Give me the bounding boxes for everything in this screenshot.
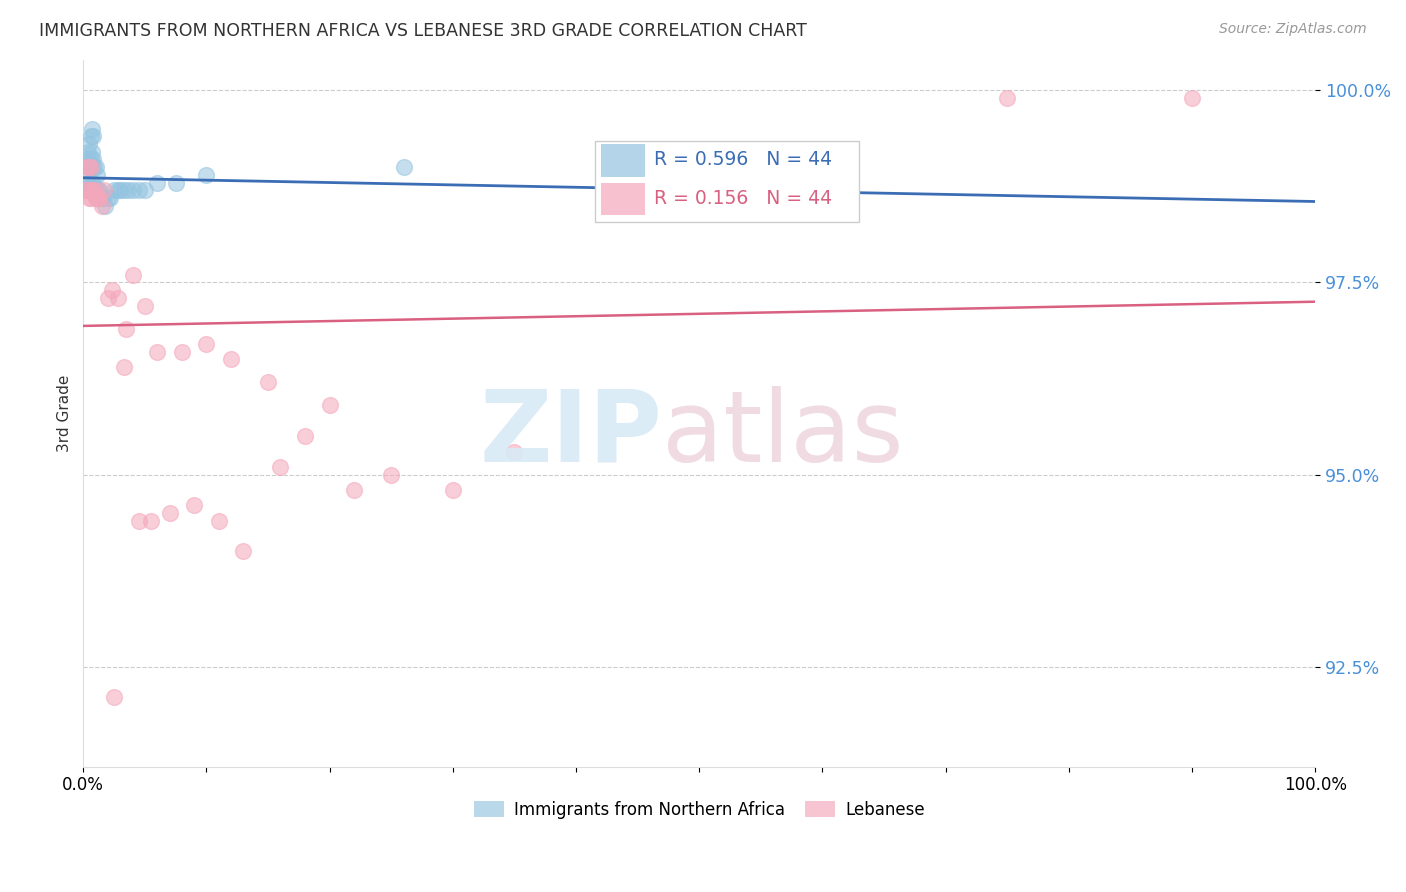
Point: [232, 544, 254, 558]
Point: [294, 429, 316, 443]
Point: [80, 145, 103, 159]
Point: [86, 168, 108, 182]
Point: [343, 483, 366, 497]
Point: [80, 160, 103, 174]
Point: [87, 183, 110, 197]
Point: [79, 191, 101, 205]
Point: [146, 344, 169, 359]
Point: [121, 268, 143, 282]
Point: [79, 160, 101, 174]
FancyBboxPatch shape: [600, 145, 645, 177]
Point: [103, 690, 125, 705]
Point: [83, 160, 105, 174]
Point: [79, 183, 101, 197]
Point: [208, 514, 231, 528]
Point: [89, 183, 111, 197]
Point: [90, 191, 112, 205]
Point: [79, 191, 101, 205]
Text: Source: ZipAtlas.com: Source: ZipAtlas.com: [1219, 22, 1367, 37]
Point: [117, 183, 139, 197]
Point: [100, 191, 122, 205]
Point: [159, 506, 181, 520]
Point: [318, 398, 340, 412]
Point: [170, 344, 193, 359]
Point: [83, 183, 105, 197]
Point: [89, 191, 111, 205]
Point: [441, 483, 464, 497]
Point: [80, 183, 103, 197]
Point: [121, 183, 143, 197]
Point: [79, 129, 101, 144]
Point: [77, 145, 100, 159]
Point: [97, 191, 120, 205]
Point: [90, 191, 112, 205]
Point: [995, 91, 1018, 105]
Point: [128, 183, 150, 197]
Point: [87, 191, 110, 205]
Point: [80, 183, 103, 197]
Point: [195, 168, 218, 182]
Point: [146, 176, 169, 190]
Point: [128, 514, 150, 528]
Point: [269, 459, 291, 474]
Point: [82, 176, 104, 190]
Point: [84, 183, 107, 197]
Point: [76, 168, 98, 182]
Point: [134, 298, 156, 312]
Point: [86, 191, 108, 205]
Point: [115, 321, 138, 335]
Y-axis label: 3rd Grade: 3rd Grade: [58, 375, 72, 451]
FancyBboxPatch shape: [600, 183, 645, 215]
Point: [103, 183, 125, 197]
FancyBboxPatch shape: [595, 141, 859, 222]
Point: [90, 198, 112, 212]
Point: [112, 359, 135, 374]
Text: R = 0.156   N = 44: R = 0.156 N = 44: [654, 189, 832, 209]
Point: [134, 183, 156, 197]
Point: [84, 160, 107, 174]
Point: [110, 183, 132, 197]
Point: [82, 183, 104, 197]
Point: [79, 137, 101, 152]
Point: [83, 183, 105, 197]
Point: [75, 183, 97, 197]
Point: [183, 498, 205, 512]
Point: [195, 337, 218, 351]
Point: [107, 183, 129, 197]
Point: [79, 160, 101, 174]
Point: [82, 129, 104, 144]
Point: [75, 183, 97, 197]
Point: [100, 283, 122, 297]
Point: [392, 160, 415, 174]
Text: atlas: atlas: [662, 386, 904, 483]
Point: [1181, 91, 1204, 105]
Point: [77, 183, 100, 197]
Point: [94, 198, 117, 212]
Point: [219, 352, 242, 367]
Point: [77, 176, 100, 190]
Point: [257, 376, 280, 390]
Point: [76, 153, 98, 167]
Point: [79, 176, 101, 190]
Point: [97, 291, 120, 305]
Point: [79, 153, 101, 167]
Point: [76, 160, 98, 174]
Point: [91, 191, 114, 205]
Point: [139, 514, 162, 528]
Point: [84, 191, 107, 205]
Legend: Immigrants from Northern Africa, Lebanese: Immigrants from Northern Africa, Lebanes…: [467, 794, 931, 825]
Point: [380, 467, 402, 482]
Point: [82, 153, 104, 167]
Point: [112, 183, 135, 197]
Point: [107, 291, 129, 305]
Text: IMMIGRANTS FROM NORTHERN AFRICA VS LEBANESE 3RD GRADE CORRELATION CHART: IMMIGRANTS FROM NORTHERN AFRICA VS LEBAN…: [39, 22, 807, 40]
Point: [79, 160, 101, 174]
Text: ZIP: ZIP: [479, 386, 662, 483]
Text: R = 0.596   N = 44: R = 0.596 N = 44: [654, 150, 832, 169]
Point: [503, 444, 526, 458]
Point: [86, 191, 108, 205]
Point: [165, 176, 187, 190]
Point: [80, 121, 103, 136]
Point: [93, 183, 115, 197]
